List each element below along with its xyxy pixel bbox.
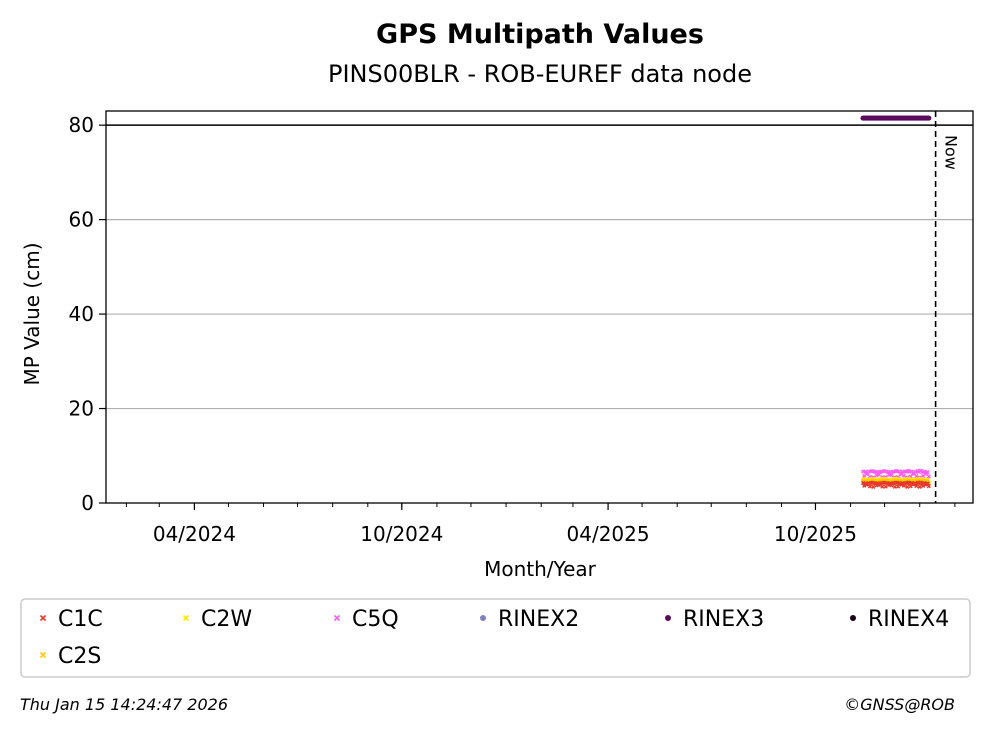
now-marker: Now <box>934 111 961 503</box>
data-point <box>867 484 872 489</box>
legend-label: C5Q <box>352 607 399 632</box>
data-point <box>925 470 930 475</box>
y-axis-label: MP Value (cm) <box>20 242 44 385</box>
data-point <box>913 469 918 475</box>
legend-label: RINEX2 <box>498 607 579 632</box>
footer-timestamp: Thu Jan 15 14:24:47 2026 <box>20 695 228 714</box>
data-point <box>889 473 894 478</box>
legend-item-c2w: C2W <box>182 607 252 632</box>
y-tick-label: 40 <box>69 302 94 326</box>
data-point <box>926 484 931 489</box>
legend-item-rinex3: RINEX3 <box>665 607 764 632</box>
legend-item-c2s: C2S <box>39 644 101 669</box>
data-point <box>871 484 876 489</box>
data-point <box>926 115 932 121</box>
y-tick-label: 0 <box>81 491 94 515</box>
legend-marker <box>665 615 671 621</box>
x-axis-ticks: 04/2024 10/2024 04/2025 10/2025 <box>125 503 956 546</box>
data-point <box>883 484 888 489</box>
gridlines <box>106 219 973 410</box>
chart-title: GPS Multipath Values <box>376 19 704 50</box>
legend-item-c1c: C1C <box>39 607 103 632</box>
x-axis-label: Month/Year <box>484 557 597 581</box>
data-point <box>892 484 897 489</box>
data-points <box>860 115 932 489</box>
data-point <box>880 484 885 489</box>
legend-marker <box>333 614 341 622</box>
legend-label: C2W <box>201 607 252 632</box>
footer-copyright: ©GNSS@ROB <box>844 695 955 714</box>
series-rinex3 <box>860 115 932 121</box>
legend-marker <box>480 615 486 621</box>
x-tick-label: 10/2025 <box>774 522 857 546</box>
data-point <box>876 472 882 477</box>
legend-marker <box>39 614 47 622</box>
data-point <box>862 483 867 488</box>
legend-marker <box>39 651 47 659</box>
legend-item-c5q: C5Q <box>333 607 399 632</box>
y-tick-label: 20 <box>69 397 94 421</box>
y-axis-ticks: 0 20 40 60 80 <box>69 113 106 515</box>
series-c1c <box>860 480 931 489</box>
y-tick-label: 60 <box>69 208 94 232</box>
legend-item-rinex4: RINEX4 <box>850 607 949 632</box>
legend-label: C1C <box>58 607 103 632</box>
data-point <box>917 484 922 489</box>
x-tick-label: 04/2025 <box>567 522 650 546</box>
data-point <box>863 469 868 474</box>
plot-frame <box>105 110 974 504</box>
data-point <box>901 473 906 478</box>
legend-box <box>20 598 971 678</box>
y-tick-label: 80 <box>69 113 94 137</box>
chart-subtitle: PINS00BLR - ROB-EUREF data node <box>328 60 752 88</box>
data-point <box>904 469 909 474</box>
legend-label: C2S <box>58 644 101 669</box>
legend: C1C C2W C5Q RINEX2 RINEX3 RINEX4 C2S <box>39 607 949 669</box>
legend-label: RINEX4 <box>868 607 949 632</box>
x-tick-label: 04/2024 <box>153 522 236 546</box>
legend-marker <box>850 615 856 621</box>
data-point <box>925 481 930 486</box>
data-point <box>905 484 910 489</box>
now-label: Now <box>942 135 961 170</box>
x-tick-label: 10/2024 <box>360 522 443 546</box>
data-point <box>914 474 919 479</box>
data-point <box>926 474 931 479</box>
legend-item-rinex2: RINEX2 <box>480 607 579 632</box>
legend-label: RINEX3 <box>683 607 764 632</box>
legend-marker <box>182 614 190 622</box>
